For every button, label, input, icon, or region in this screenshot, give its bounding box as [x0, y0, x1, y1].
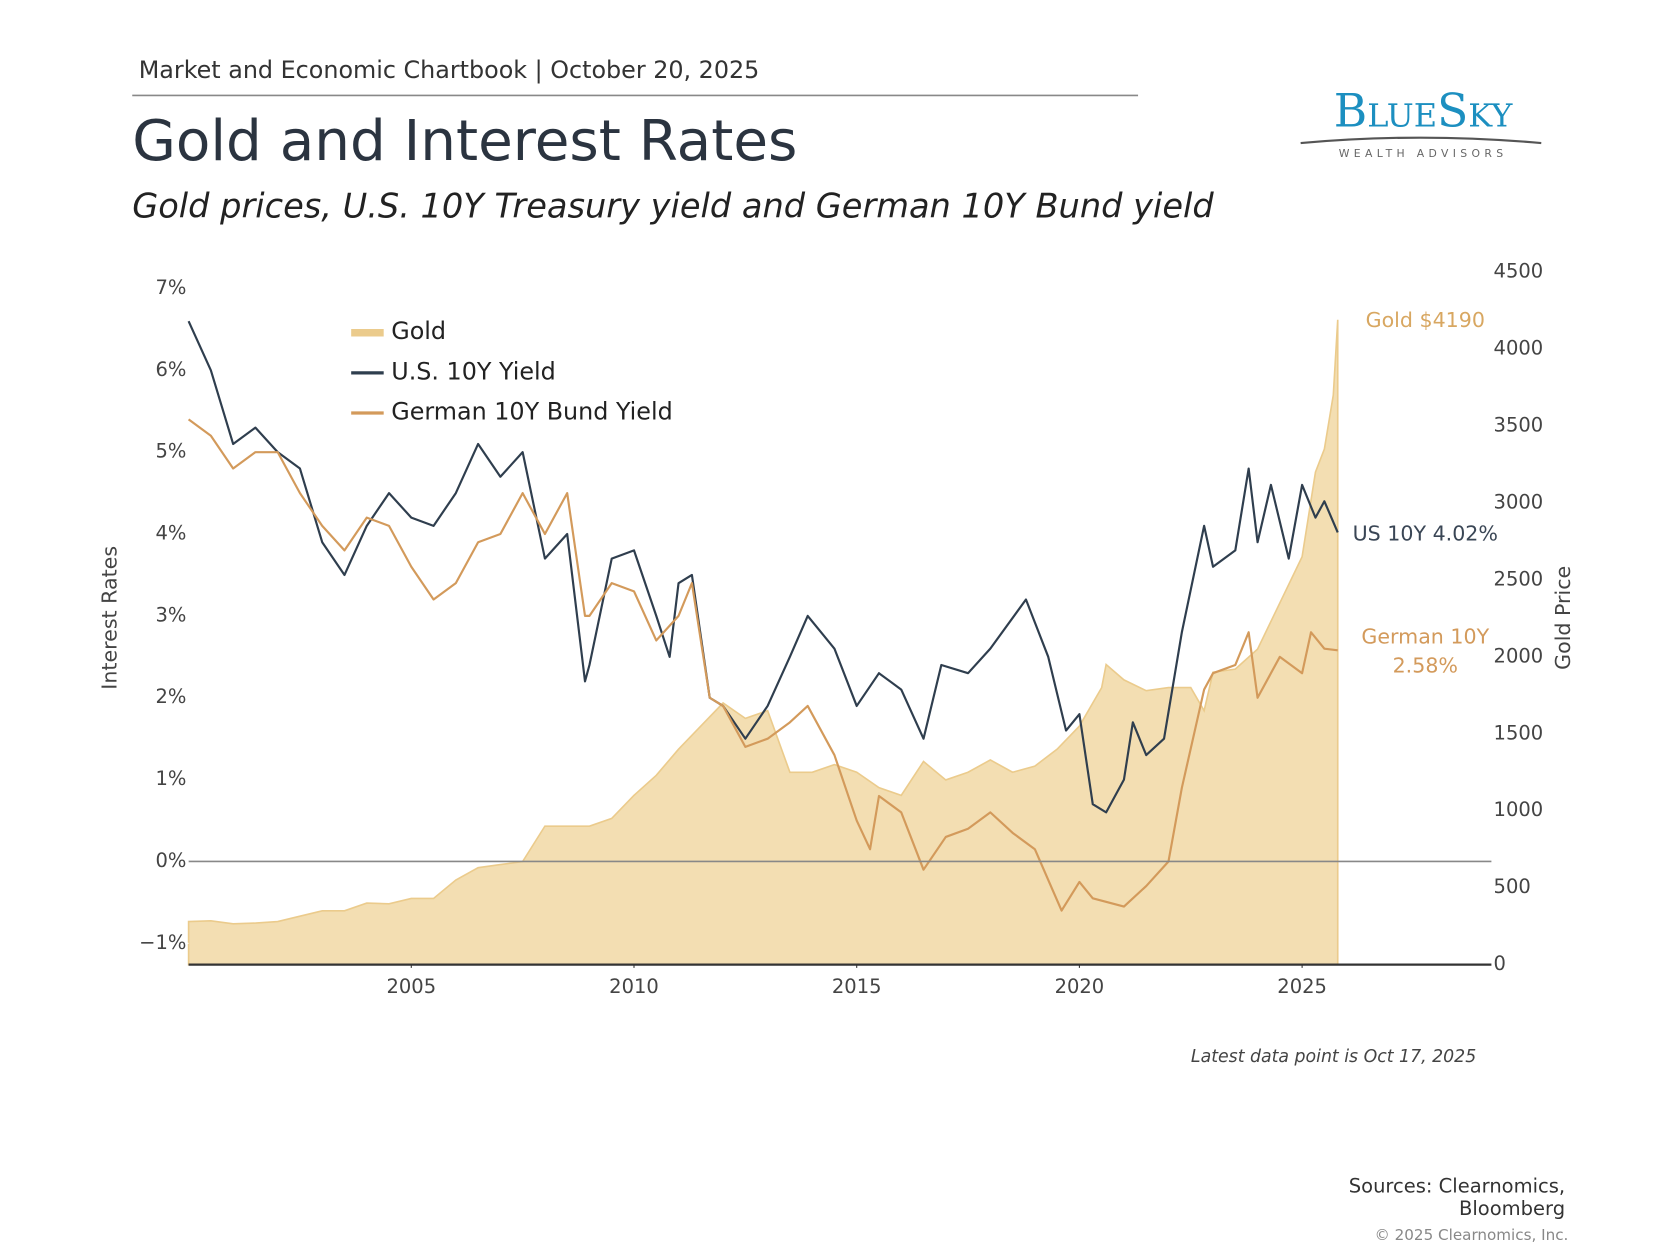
logo-tagline: WEALTH ADVISORS — [1339, 147, 1508, 160]
end-label: Gold $4190 — [1366, 308, 1485, 332]
sources: Sources: Clearnomics, — [1349, 1174, 1565, 1197]
end-label: US 10Y 4.02% — [1353, 521, 1498, 545]
y2-tick-label: 2500 — [1494, 567, 1544, 590]
y2-tick-label: 4500 — [1494, 260, 1544, 283]
gold-area — [187, 319, 1339, 966]
yield-line — [187, 418, 1338, 912]
legend-label: U.S. 10Y Yield — [391, 357, 555, 385]
y2-tick-label: 2000 — [1494, 644, 1544, 667]
y-tick-label: −1% — [139, 931, 186, 954]
y-tick-label: 4% — [155, 522, 186, 545]
y2-tick-label: 4000 — [1494, 337, 1544, 360]
y2-axis-label: Gold Price — [1551, 566, 1575, 670]
end-label: 2.58% — [1393, 654, 1458, 678]
title: Gold and Interest Rates — [132, 109, 797, 174]
x-tick-label: 2025 — [1277, 975, 1327, 998]
y2-tick-label: 3500 — [1494, 413, 1544, 436]
logo: BlueSky — [1334, 84, 1514, 137]
y-tick-label: 1% — [155, 767, 186, 790]
y-tick-label: 5% — [155, 440, 186, 463]
y-axis-label: Interest Rates — [98, 546, 122, 690]
x-tick-label: 2010 — [609, 975, 659, 998]
sources: Bloomberg — [1459, 1197, 1565, 1220]
x-tick-label: 2015 — [832, 975, 882, 998]
y-tick-label: 0% — [155, 849, 186, 872]
yield-line — [187, 320, 1339, 814]
legend-label: German 10Y Bund Yield — [391, 397, 672, 425]
note: Latest data point is Oct 17, 2025 — [1191, 1047, 1476, 1067]
kicker: Market and Economic Chartbook | October … — [139, 56, 760, 84]
y-tick-label: 7% — [155, 276, 186, 299]
plot-area — [187, 319, 1339, 966]
legend-label: Gold — [391, 317, 446, 345]
y-tick-label: 3% — [155, 603, 186, 626]
y2-tick-label: 3000 — [1494, 490, 1544, 513]
subtitle: Gold prices, U.S. 10Y Treasury yield and… — [132, 187, 1214, 226]
logo-swoosh — [1300, 136, 1542, 145]
copyright: © 2025 Clearnomics, Inc. — [1375, 1226, 1569, 1244]
y2-tick-label: 1000 — [1494, 798, 1544, 821]
end-label: German 10Y — [1361, 624, 1489, 648]
x-tick-label: 2020 — [1055, 975, 1105, 998]
y2-tick-label: 500 — [1494, 875, 1531, 898]
y-tick-label: 6% — [155, 358, 186, 381]
x-tick-label: 2005 — [386, 975, 436, 998]
y2-tick-label: 1500 — [1494, 721, 1544, 744]
y2-tick-label: 0 — [1494, 952, 1506, 975]
y-tick-label: 2% — [155, 685, 186, 708]
